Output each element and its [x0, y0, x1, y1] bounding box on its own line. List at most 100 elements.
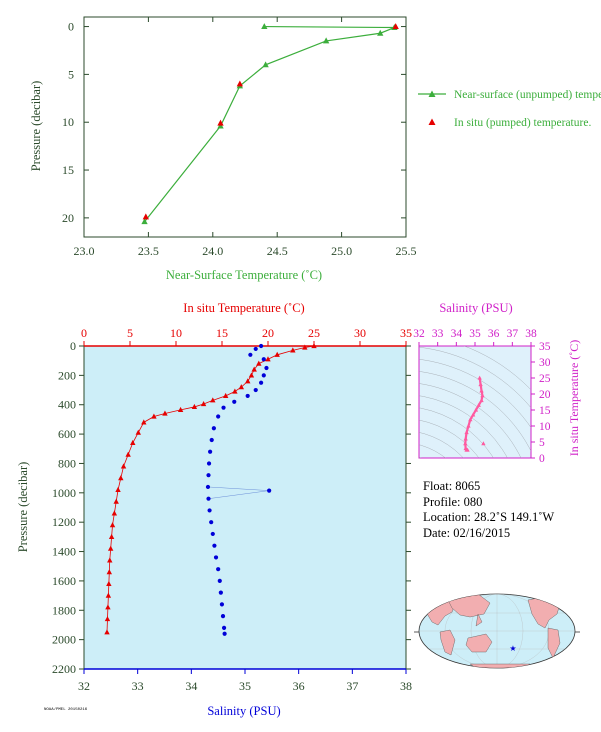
ts-y-axis-title: In situ Temperature (˚C) — [567, 340, 581, 457]
unpumped-temperature-line — [144, 25, 395, 223]
profile-chart: 0 5 10 15 20 25 30 35 32 33 34 35 36 37 38 0 200 400 600… — [16, 301, 412, 718]
temperature-marker — [248, 372, 255, 378]
temperature-tick-label: 5 — [127, 326, 133, 340]
salinity-marker — [210, 531, 215, 537]
salinity-marker — [212, 543, 217, 548]
profile-number: Profile: 080 — [423, 494, 483, 509]
profile-date: Date: 02/16/2015 — [423, 525, 511, 540]
ts-y-tick-label: 25 — [539, 373, 551, 385]
pressure-tick-label: 400 — [58, 398, 76, 412]
ts-point-marker — [478, 382, 483, 387]
temperature-marker — [135, 429, 141, 435]
ts-point-marker — [466, 423, 471, 428]
pumped-temperature-marker — [392, 23, 399, 30]
temperature-marker — [120, 463, 127, 469]
ts-point-marker — [470, 412, 476, 417]
temperature-marker — [141, 419, 147, 425]
temperature-marker — [177, 406, 184, 412]
temperature-tick-label: 35 — [400, 326, 412, 340]
salinity-marker — [209, 437, 214, 443]
salinity-marker — [206, 473, 211, 478]
temperature-marker — [222, 392, 229, 399]
salinity-marker — [218, 590, 223, 595]
temperature-marker — [118, 475, 124, 481]
pressure-tick-label: 1600 — [52, 574, 76, 588]
temperature-marker — [245, 378, 251, 384]
salinity-marker — [216, 414, 221, 419]
top-x-tick-label: 23.0 — [74, 244, 95, 258]
ts-x-tick-label: 33 — [432, 328, 444, 340]
ts-x-axis-title: Salinity (PSU) — [439, 301, 512, 315]
temperature-marker — [125, 451, 131, 457]
temperature-marker — [311, 343, 317, 349]
top-plot-frame — [83, 16, 407, 238]
ts-point-marker — [465, 447, 470, 452]
map-land — [425, 594, 561, 668]
float-location: Location: 28.2˚S 149.1˚W — [423, 510, 555, 524]
salinity-tick-label: 35 — [239, 679, 251, 693]
salinity-marker — [206, 461, 212, 466]
float-info: Float: 8065 Profile: 080 Location: 28.2˚… — [423, 479, 554, 541]
temperature-marker — [238, 384, 245, 390]
temperature-marker — [104, 616, 111, 622]
ts-diagram: 32 33 34 35 36 37 38 0 5 10 15 20 25 30 35 Salinity (… — [413, 301, 581, 465]
temperature-marker — [151, 413, 157, 419]
temperature-marker — [265, 356, 271, 362]
ts-y-tick-label: 10 — [539, 421, 551, 433]
temperature-marker — [232, 388, 238, 394]
salinity-marker — [253, 346, 258, 352]
salinity-marker — [208, 449, 213, 454]
salinity-marker — [207, 508, 212, 513]
salinity-marker — [219, 602, 225, 607]
temperature-marker — [290, 347, 296, 353]
temperature-tick-label: 10 — [170, 326, 182, 340]
pumped-temperature-marker — [236, 80, 243, 87]
temperature-marker — [105, 604, 111, 610]
ts-point-marker — [464, 430, 469, 435]
legend-marker-unpumped — [428, 90, 436, 97]
ts-y-tick-label: 20 — [539, 389, 551, 401]
pressure-tick-label: 800 — [58, 456, 76, 470]
ts-x-tick-label: 35 — [469, 328, 481, 340]
pressure-tick-label: 2000 — [52, 633, 76, 647]
legend-label-unpumped: Near-surface (unpumped) temperature. — [454, 89, 601, 101]
top-y-tick-label: 5 — [68, 67, 74, 81]
top-x-tick-label: 23.5 — [138, 244, 159, 258]
unpumped-temperature-marker — [141, 218, 148, 225]
ts-y-tick-label: 35 — [539, 341, 551, 353]
temperature-marker — [104, 629, 110, 635]
profile-plot-background — [83, 345, 407, 670]
ts-y-tick-label: 0 — [539, 453, 545, 465]
ts-point-marker — [477, 375, 482, 380]
unpumped-temperature-marker — [377, 29, 384, 36]
top-x-tick-label: 25.0 — [331, 244, 352, 258]
profile-salinity-axis-title: Salinity (PSU) — [207, 704, 280, 718]
top-legend: Near-surface (unpumped) temperature. In … — [418, 89, 601, 129]
salinity-marker — [216, 567, 221, 572]
top-y-tick-label: 15 — [62, 163, 74, 177]
salinity-marker — [232, 399, 237, 404]
salinity-marker — [222, 631, 227, 636]
temperature-marker — [107, 557, 113, 563]
top-y-tick-label: 10 — [62, 115, 74, 129]
pressure-tick-label: 1800 — [52, 603, 76, 617]
salinity-marker — [221, 625, 227, 630]
ts-point-marker — [473, 407, 479, 412]
salinity-tick-label: 38 — [400, 679, 412, 693]
ts-x-tick-label: 34 — [451, 328, 463, 340]
salinity-marker — [221, 405, 226, 410]
salinity-marker — [217, 578, 222, 584]
ts-point-marker — [480, 393, 485, 398]
ts-point-marker — [479, 398, 484, 403]
salinity-outlier-connector — [208, 490, 270, 499]
ts-point-marker — [476, 402, 481, 407]
temperature-marker — [105, 592, 112, 598]
temperature-tick-label: 25 — [308, 326, 320, 340]
salinity-marker — [209, 520, 214, 525]
top-x-tick-label: 24.0 — [202, 244, 223, 258]
ts-x-tick-label: 36 — [488, 328, 500, 340]
top-y-tick-label: 0 — [68, 20, 74, 34]
pressure-tick-label: 0 — [70, 339, 76, 353]
salinity-marker — [245, 393, 250, 399]
salinity-marker — [213, 555, 219, 560]
